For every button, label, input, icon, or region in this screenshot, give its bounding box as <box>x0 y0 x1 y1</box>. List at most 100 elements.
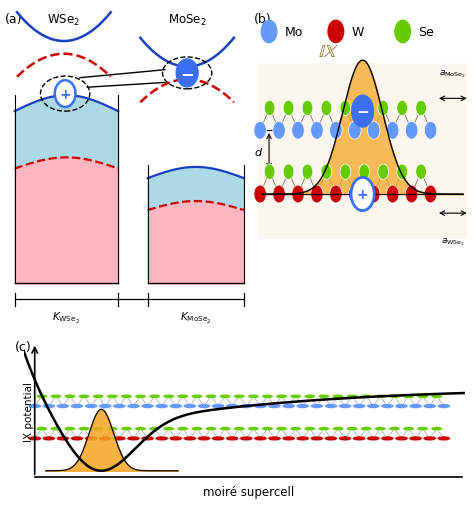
Circle shape <box>28 404 41 409</box>
Circle shape <box>262 394 273 398</box>
Circle shape <box>389 427 400 431</box>
Circle shape <box>359 165 370 180</box>
Circle shape <box>329 122 342 140</box>
Circle shape <box>283 101 294 116</box>
Circle shape <box>149 427 160 431</box>
Text: $K_{\mathrm{WSe_2}}$: $K_{\mathrm{WSe_2}}$ <box>53 311 80 326</box>
Circle shape <box>367 436 380 441</box>
Circle shape <box>254 186 266 204</box>
Circle shape <box>397 165 408 180</box>
Text: −: − <box>356 105 369 119</box>
Circle shape <box>417 394 428 398</box>
Text: $a_{\mathrm{WSe_2}}$: $a_{\mathrm{WSe_2}}$ <box>441 236 465 247</box>
Circle shape <box>296 404 310 409</box>
Circle shape <box>318 427 329 431</box>
Circle shape <box>437 404 450 409</box>
Text: WSe$_2$: WSe$_2$ <box>47 13 80 28</box>
Circle shape <box>191 427 203 431</box>
Circle shape <box>403 427 414 431</box>
Circle shape <box>340 101 351 116</box>
Circle shape <box>423 404 436 409</box>
Circle shape <box>346 394 358 398</box>
Circle shape <box>240 404 253 409</box>
Circle shape <box>431 394 443 398</box>
Text: (c): (c) <box>15 340 32 353</box>
Circle shape <box>310 122 323 140</box>
Circle shape <box>416 165 427 180</box>
Circle shape <box>423 436 436 441</box>
Circle shape <box>149 394 160 398</box>
Circle shape <box>71 436 83 441</box>
Circle shape <box>254 404 267 409</box>
Circle shape <box>302 101 313 116</box>
Circle shape <box>397 101 408 116</box>
Circle shape <box>276 394 287 398</box>
Circle shape <box>177 61 198 87</box>
Circle shape <box>191 394 203 398</box>
Circle shape <box>56 404 70 409</box>
Circle shape <box>353 404 366 409</box>
Circle shape <box>264 165 275 180</box>
Text: moiré supercell: moiré supercell <box>203 485 294 498</box>
Circle shape <box>416 101 427 116</box>
Circle shape <box>240 436 253 441</box>
Circle shape <box>302 165 313 180</box>
Circle shape <box>226 404 239 409</box>
Circle shape <box>292 122 304 140</box>
Circle shape <box>262 427 273 431</box>
Circle shape <box>332 427 344 431</box>
Circle shape <box>395 21 410 43</box>
Circle shape <box>56 436 70 441</box>
Circle shape <box>403 394 414 398</box>
Circle shape <box>183 404 197 409</box>
Circle shape <box>324 404 337 409</box>
Circle shape <box>36 394 47 398</box>
Circle shape <box>424 122 437 140</box>
Circle shape <box>64 427 76 431</box>
Circle shape <box>42 404 55 409</box>
Text: MoSe$_2$: MoSe$_2$ <box>168 13 206 28</box>
Circle shape <box>169 404 182 409</box>
Circle shape <box>351 95 374 128</box>
Circle shape <box>268 404 281 409</box>
Circle shape <box>292 186 304 204</box>
Circle shape <box>378 101 389 116</box>
Circle shape <box>197 436 210 441</box>
Circle shape <box>155 404 168 409</box>
Circle shape <box>177 427 189 431</box>
Circle shape <box>42 436 55 441</box>
Circle shape <box>424 186 437 204</box>
Circle shape <box>310 404 323 409</box>
Circle shape <box>348 186 361 204</box>
Circle shape <box>64 394 76 398</box>
Circle shape <box>113 404 126 409</box>
Circle shape <box>332 394 344 398</box>
Circle shape <box>36 427 47 431</box>
Circle shape <box>113 436 126 441</box>
Circle shape <box>395 404 408 409</box>
Circle shape <box>359 101 370 116</box>
Circle shape <box>310 436 323 441</box>
Circle shape <box>367 186 380 204</box>
Circle shape <box>304 394 316 398</box>
Circle shape <box>205 394 217 398</box>
Circle shape <box>247 394 259 398</box>
Text: W: W <box>351 26 364 39</box>
Circle shape <box>135 427 146 431</box>
Circle shape <box>417 427 428 431</box>
Circle shape <box>310 186 323 204</box>
Circle shape <box>367 122 380 140</box>
Circle shape <box>219 427 231 431</box>
Circle shape <box>205 427 217 431</box>
Text: +: + <box>59 87 71 102</box>
Text: +: + <box>357 188 368 201</box>
Circle shape <box>329 186 342 204</box>
Circle shape <box>254 436 267 441</box>
Circle shape <box>92 427 104 431</box>
Circle shape <box>431 427 443 431</box>
Circle shape <box>321 165 332 180</box>
Circle shape <box>50 394 62 398</box>
Text: IX potential: IX potential <box>24 381 34 441</box>
Circle shape <box>141 436 154 441</box>
Circle shape <box>290 427 301 431</box>
